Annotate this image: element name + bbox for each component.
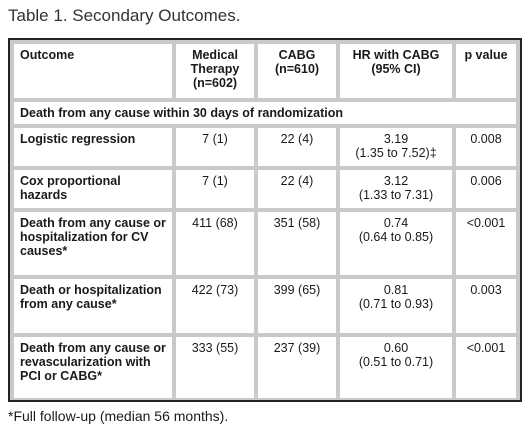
section-row: Death from any cause within 30 days of r… (14, 102, 516, 124)
hr-ci: (0.64 to 0.85) (358, 230, 434, 244)
hr-value: 0.60 (383, 341, 409, 355)
hr-ci: (1.33 to 7.31) (358, 188, 434, 202)
hr-cell: 3.12 (1.33 to 7.31) (340, 170, 452, 208)
hr-ci: (0.71 to 0.93) (358, 297, 434, 311)
cabg-cell: 237 (39) (258, 337, 336, 398)
outcome-cell: Death from any cause or hospitalization … (14, 212, 172, 275)
medical-cell: 7 (1) (176, 128, 254, 166)
p-cell: 0.003 (456, 279, 516, 333)
medical-cell: 422 (73) (176, 279, 254, 333)
medical-cell: 411 (68) (176, 212, 254, 275)
outcome-cell: Death or hospitalization from any cause* (14, 279, 172, 333)
header-cell: Medical Therapy (n=602) (176, 44, 254, 98)
medical-cell: 333 (55) (176, 337, 254, 398)
hr-value: 3.19 (383, 132, 409, 146)
table-title: Table 1. Secondary Outcomes. (8, 6, 241, 25)
hr-ci: (0.51 to 0.71) (358, 355, 434, 369)
hr-value: 0.81 (383, 283, 409, 297)
cabg-cell: 399 (65) (258, 279, 336, 333)
footnote: *Full follow-up (median 56 months). (8, 408, 229, 424)
outcome-cell: Cox proportional hazards (14, 170, 172, 208)
p-cell: <0.001 (456, 337, 516, 398)
header-cell: CABG (n=610) (258, 44, 336, 98)
p-cell: <0.001 (456, 212, 516, 275)
p-cell: 0.006 (456, 170, 516, 208)
cabg-cell: 22 (4) (258, 128, 336, 166)
cabg-cell: 22 (4) (258, 170, 336, 208)
hr-cell: 0.60 (0.51 to 0.71) (340, 337, 452, 398)
table: Outcome Medical Therapy (n=602) CABG (n=61… (8, 38, 522, 402)
medical-cell: 7 (1) (176, 170, 254, 208)
hr-cell: 0.81 (0.71 to 0.93) (340, 279, 452, 333)
outcome-cell: Logistic regression (14, 128, 172, 166)
header-cell: p value (456, 44, 516, 98)
hr-value: 3.12 (383, 174, 409, 188)
p-cell: 0.008 (456, 128, 516, 166)
header-cell: HR with CABG (95% CI) (340, 44, 452, 98)
hr-cell: 0.74 (0.64 to 0.85) (340, 212, 452, 275)
hr-cell: 3.19 (1.35 to 7.52)‡ (340, 128, 452, 166)
hr-ci: (1.35 to 7.52)‡ (355, 146, 437, 160)
cabg-cell: 351 (58) (258, 212, 336, 275)
hr-value: 0.74 (383, 216, 409, 230)
header-cell: Outcome (14, 44, 172, 98)
outcome-cell: Death from any cause or revascularizatio… (14, 337, 172, 398)
